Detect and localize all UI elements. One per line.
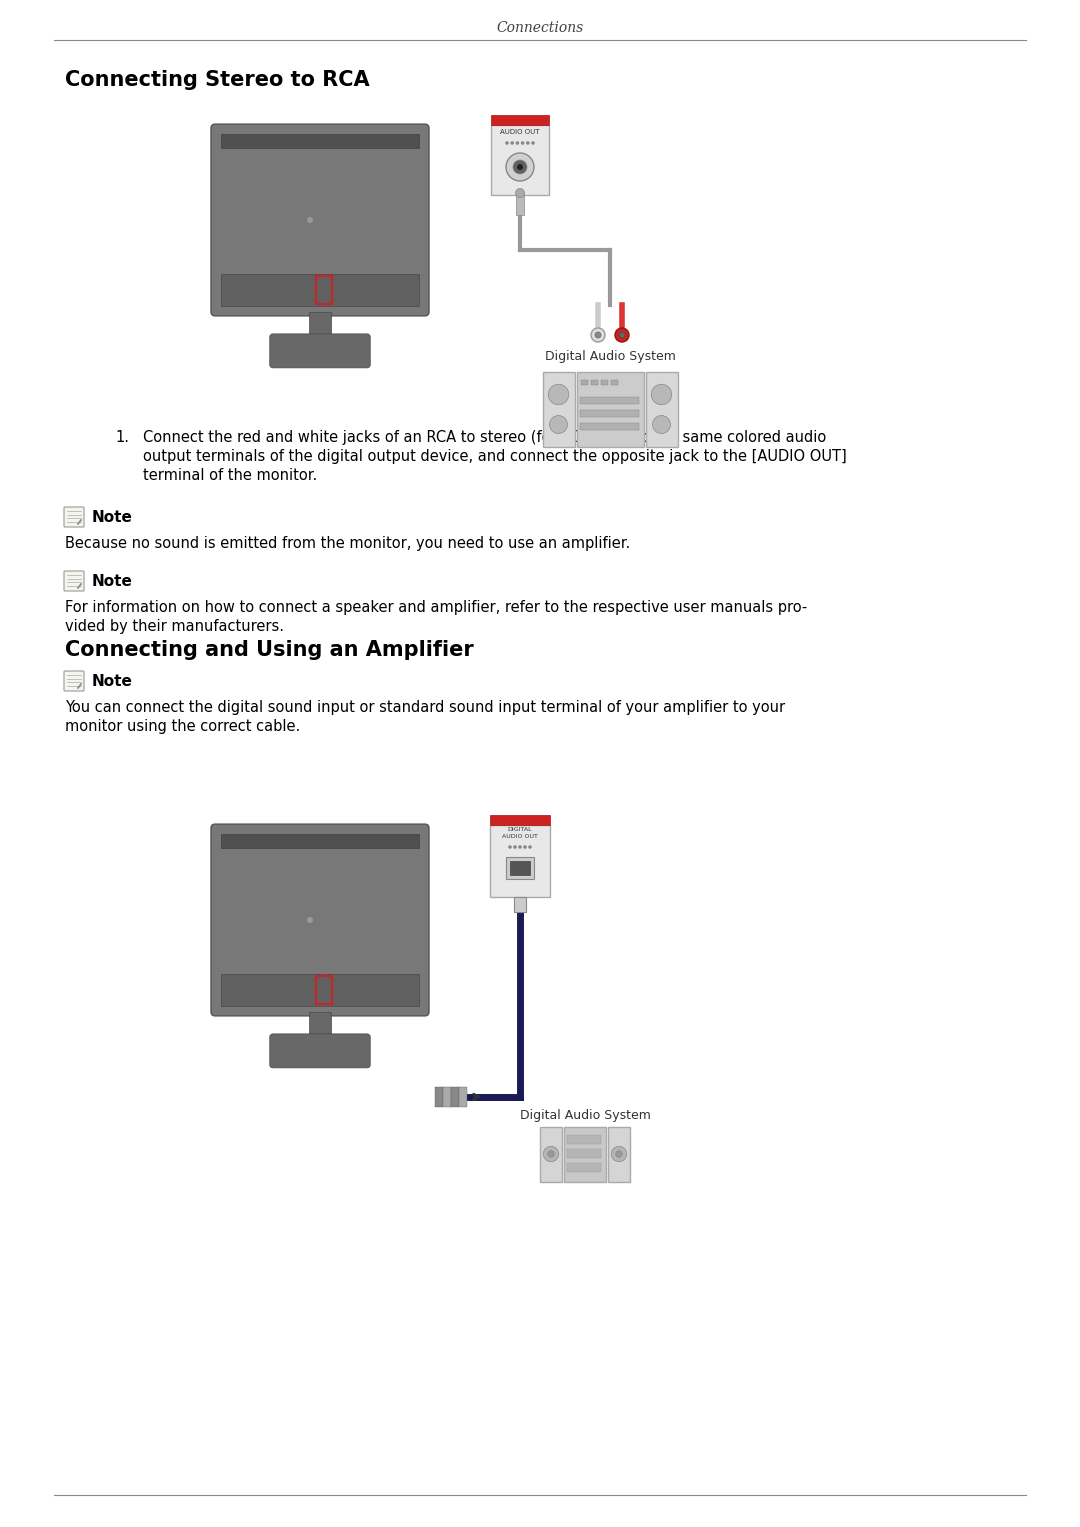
Bar [567,1162,600,1171]
Circle shape [652,415,671,434]
Text: Digital Audio System: Digital Audio System [544,350,675,363]
Text: Connect the red and white jacks of an RCA to stereo (for PC) cable to the same c: Connect the red and white jacks of an RC… [143,431,826,444]
Bar [309,312,330,337]
Bar [591,380,597,385]
Circle shape [526,140,529,145]
Circle shape [595,331,600,337]
Circle shape [549,385,569,405]
Text: AUDIO OUT: AUDIO OUT [502,834,538,838]
Bar [507,857,534,880]
Bar [443,1087,451,1107]
FancyBboxPatch shape [64,507,84,527]
FancyBboxPatch shape [211,124,429,316]
Bar [581,380,588,385]
Text: Note: Note [92,574,133,589]
Bar [221,834,419,847]
Circle shape [515,188,525,197]
Circle shape [611,1147,626,1162]
FancyBboxPatch shape [270,1034,370,1067]
Circle shape [591,328,605,342]
Text: vided by their manufacturers.: vided by their manufacturers. [65,618,284,634]
Circle shape [550,415,567,434]
Bar [221,273,419,305]
Circle shape [616,1151,622,1157]
FancyBboxPatch shape [270,334,370,368]
Text: terminal of the monitor.: terminal of the monitor. [143,467,318,483]
Text: For information on how to connect a speaker and amplifier, refer to the respecti: For information on how to connect a spea… [65,600,807,615]
FancyBboxPatch shape [64,571,84,591]
Bar [564,1127,606,1182]
Text: Digital Audio System: Digital Audio System [519,1109,650,1122]
Text: output terminals of the digital output device, and connect the opposite jack to : output terminals of the digital output d… [143,449,847,464]
Bar [491,125,549,195]
FancyBboxPatch shape [211,825,429,1015]
Bar [516,192,524,215]
Circle shape [511,140,514,145]
Circle shape [619,331,625,337]
Circle shape [548,1151,554,1157]
Circle shape [651,385,672,405]
Bar [542,373,575,447]
Text: Note: Note [92,510,133,525]
Bar [490,825,550,896]
Text: Connecting and Using an Amplifier: Connecting and Using an Amplifier [65,640,474,660]
Circle shape [523,846,527,849]
Text: Connections: Connections [497,21,583,35]
Text: DIGITAL: DIGITAL [508,828,532,832]
Bar [577,373,644,447]
Bar [540,1127,562,1182]
Circle shape [615,328,629,342]
Circle shape [307,918,313,922]
Bar [316,976,332,1003]
FancyBboxPatch shape [64,670,84,692]
Bar [490,815,550,825]
Text: You can connect the digital sound input or standard sound input terminal of your: You can connect the digital sound input … [65,699,785,715]
Bar [221,974,419,1006]
Circle shape [543,1147,558,1162]
Bar [600,380,607,385]
Circle shape [531,140,535,145]
Text: AUDIO OUT: AUDIO OUT [500,128,540,134]
Bar [608,1127,630,1182]
Bar [567,1148,600,1157]
Circle shape [518,846,522,849]
Bar [610,380,618,385]
Bar [580,423,638,431]
Text: Connecting Stereo to RCA: Connecting Stereo to RCA [65,70,369,90]
Bar [309,1012,330,1037]
Circle shape [515,140,519,145]
Bar [646,373,677,447]
Bar [316,276,332,304]
Circle shape [528,846,531,849]
Circle shape [505,140,509,145]
Circle shape [507,153,534,182]
Bar [514,896,526,912]
Text: 1.: 1. [114,431,129,444]
Bar [221,134,419,148]
Circle shape [513,160,527,174]
Circle shape [517,163,523,169]
Bar [435,1087,443,1107]
Circle shape [513,846,517,849]
Bar [580,397,638,405]
Bar [491,115,549,125]
Text: Because no sound is emitted from the monitor, you need to use an amplifier.: Because no sound is emitted from the mon… [65,536,631,551]
Circle shape [307,217,313,223]
Bar [459,1087,467,1107]
Circle shape [509,846,512,849]
Text: Note: Note [92,673,133,689]
Circle shape [521,140,525,145]
Bar [567,1135,600,1144]
Bar [580,411,638,417]
Text: monitor using the correct cable.: monitor using the correct cable. [65,719,300,734]
Bar [510,861,530,875]
Bar [451,1087,459,1107]
